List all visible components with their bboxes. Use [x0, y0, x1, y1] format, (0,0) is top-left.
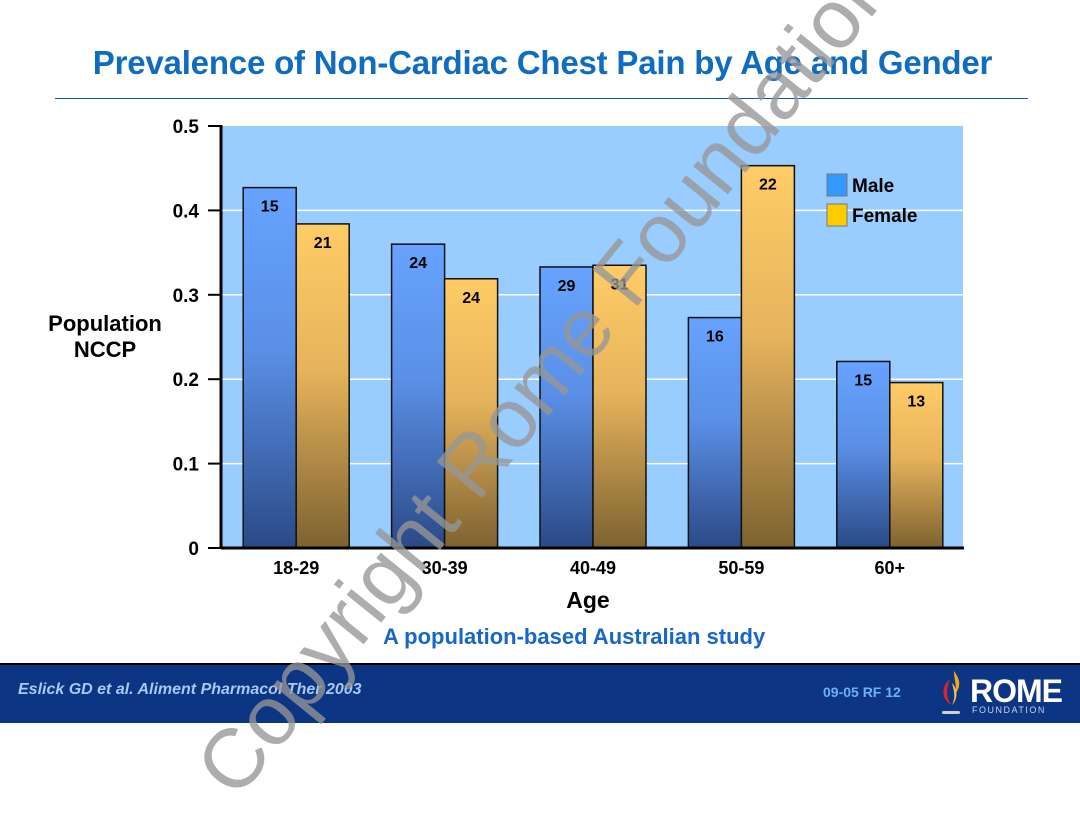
bar-data-label: 13: [907, 394, 925, 411]
logo-wordmark: ROME: [970, 673, 1063, 709]
bar-male: [390, 243, 446, 549]
bar-male: [242, 186, 297, 549]
bar-data-label: 15: [854, 372, 872, 389]
y-tick-label: 0.4: [173, 201, 200, 222]
bar-female: [592, 264, 647, 549]
bar-data-label: 24: [409, 255, 427, 272]
bar-male: [687, 316, 743, 549]
slide-id: 09-05 RF 12: [823, 684, 901, 700]
bar-data-label: 16: [706, 329, 724, 346]
x-tick-label: 50-59: [718, 558, 764, 578]
y-axis-label-line2: NCCP: [74, 337, 136, 362]
subtitle: A population-based Australian study: [383, 624, 766, 649]
legend-label: Female: [852, 206, 917, 227]
title-divider: [55, 98, 1028, 99]
bar-female: [295, 223, 350, 549]
flame-icon: [942, 671, 960, 714]
citation: Eslick GD et al. Aliment Pharmacol Ther …: [18, 681, 362, 698]
footer-bar: Eslick GD et al. Aliment Pharmacol Ther …: [0, 663, 1080, 723]
bar-female: [889, 381, 944, 549]
y-tick-label: 0.2: [173, 370, 199, 391]
y-tick-label: 0.5: [173, 117, 200, 138]
x-tick-label: 18-29: [273, 558, 319, 578]
bar-data-label: 29: [558, 278, 576, 295]
legend: Male Female: [826, 173, 917, 227]
rome-foundation-logo: ROME FOUNDATION: [936, 671, 1066, 717]
legend-swatch-male: [826, 173, 848, 197]
slide-title: Prevalence of Non-Cardiac Chest Pain by …: [92, 44, 993, 81]
bar-chart: 15 21 24 24 29 31 16 22 15 13 0 0.1 0.2 0.3 0.4 0.5 18-…: [48, 117, 964, 613]
bar-female: [443, 278, 499, 549]
bar-male: [539, 266, 594, 549]
logo-subtext: FOUNDATION: [972, 705, 1046, 715]
y-tick-label: 0.3: [173, 286, 199, 307]
x-tick-label: 40-49: [570, 558, 616, 578]
x-tick-label: 60+: [875, 558, 906, 578]
bar-data-label: 31: [611, 276, 629, 293]
x-axis-label: Age: [566, 587, 609, 613]
x-tick-label: 30-39: [422, 558, 468, 578]
legend-swatch-female: [826, 203, 848, 227]
y-axis-label-line1: Population: [48, 311, 162, 336]
bar-data-label: 22: [759, 177, 777, 194]
y-tick-label: 0: [188, 539, 199, 560]
bar-data-label: 15: [261, 199, 279, 216]
bar-female: [740, 164, 796, 549]
legend-label: Male: [852, 176, 894, 197]
bar-data-label: 24: [462, 290, 480, 307]
y-tick-label: 0.1: [173, 455, 200, 476]
bar-data-label: 21: [314, 235, 332, 252]
